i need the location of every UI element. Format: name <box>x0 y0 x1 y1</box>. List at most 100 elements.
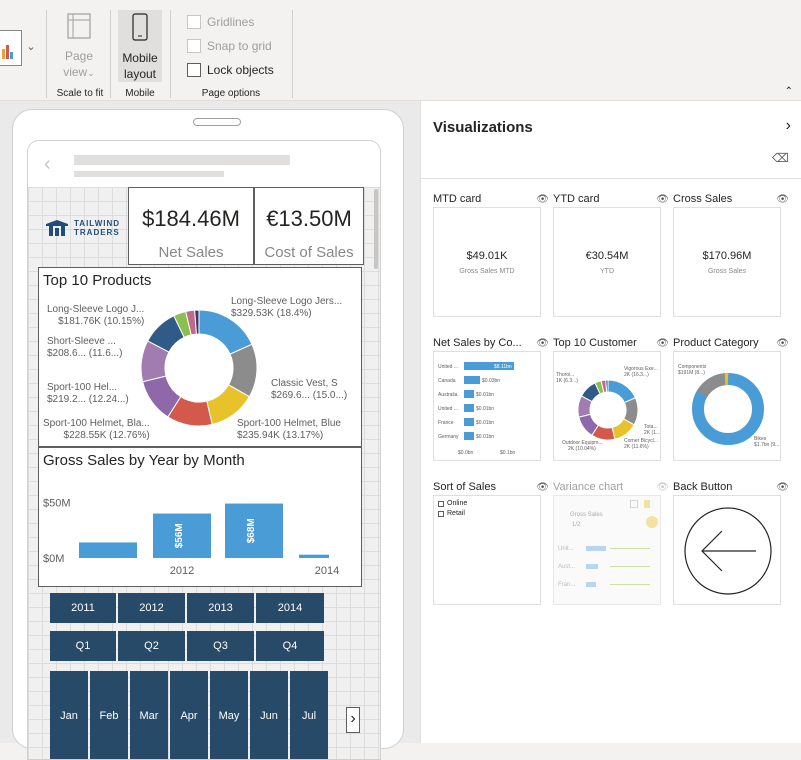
viz-variance-chart[interactable]: Variance chart 👁 Gross Sales 1/2 Unit... … <box>553 479 673 605</box>
year-slicer: 2011 2012 2013 2014 <box>50 593 324 623</box>
eye-icon[interactable]: 👁 <box>776 193 789 205</box>
viz-product-category[interactable]: Product Category 👁 Components $191M (8...… <box>673 335 793 461</box>
eye-icon[interactable]: 👁 <box>776 481 789 493</box>
mobile-canvas: ‹ TAILWIND <box>0 101 420 760</box>
donut-label: Long-Sleeve Logo J... $181.76K (10.15%) <box>47 304 145 327</box>
eye-icon[interactable]: 👁 <box>536 337 549 349</box>
mini-value: $0.03bn <box>482 378 501 384</box>
lock-objects-checkbox[interactable]: Lock objects <box>187 63 274 77</box>
month-chip[interactable]: Mar <box>130 671 168 759</box>
viz-label: Back Button <box>673 481 733 493</box>
month-slicer: Jan Feb Mar Apr May Jun Jul <box>50 671 328 759</box>
viz-net-sales-by-country[interactable]: Net Sales by Co... 👁 United ... Canada Au… <box>433 335 553 461</box>
month-chip[interactable]: Jan <box>50 671 88 759</box>
logo-tile[interactable]: TAILWIND TRADERS <box>36 191 128 263</box>
month-chip[interactable]: Apr <box>170 671 208 759</box>
snap-to-grid-checkbox[interactable]: Snap to grid <box>187 39 272 53</box>
eye-icon[interactable]: 👁 <box>656 337 669 349</box>
cost-of-sales-card[interactable]: €13.50M Cost of Sales <box>254 187 364 265</box>
year-chip[interactable]: 2011 <box>50 593 116 623</box>
top-10-products-visual[interactable]: Top 10 Products Long-Sleeve Logo J... $18… <box>38 267 362 447</box>
slicer-option[interactable]: Online <box>438 500 467 507</box>
year-chip[interactable]: 2013 <box>187 593 254 623</box>
y-tick-label: $0M <box>43 553 64 565</box>
donut-chart <box>140 309 258 427</box>
checkbox-box <box>187 15 201 29</box>
month-chip[interactable]: Feb <box>90 671 128 759</box>
viz-thumbnail: $170.96M Gross Sales <box>673 207 781 317</box>
snap-label: Snap to grid <box>207 39 272 53</box>
mini-axis: $0.1bn <box>500 450 516 456</box>
mini-bar <box>464 418 474 426</box>
quarter-chip[interactable]: Q2 <box>118 631 185 661</box>
eye-icon[interactable]: 👁 <box>776 337 789 349</box>
quarter-slicer: Q1 Q2 Q3 Q4 <box>50 631 324 661</box>
mini-bar <box>586 546 606 551</box>
eye-icon[interactable]: 👁 <box>536 193 549 205</box>
viz-top-10-customer[interactable]: Top 10 Customer 👁 Thoroi... 1K (6.3...) V… <box>553 335 673 461</box>
chevron-down-icon[interactable]: ⌄ <box>26 41 36 53</box>
eye-icon[interactable]: 👁 <box>536 481 549 493</box>
bar <box>79 542 137 558</box>
net-sales-card[interactable]: $184.46M Net Sales <box>128 187 254 265</box>
mini-label: 2K (1... <box>644 430 661 436</box>
report-grid: TAILWIND TRADERS $184.46M Net Sales €13.… <box>28 187 380 759</box>
mini-value: $8.11bn <box>494 364 512 370</box>
slicer-option[interactable]: Retail <box>438 510 465 517</box>
bar <box>153 513 211 558</box>
mini-bar <box>464 432 474 440</box>
mini-row: Fran... <box>558 582 576 588</box>
ribbon-divider <box>110 10 111 98</box>
month-chip[interactable]: May <box>210 671 248 759</box>
pane-divider <box>421 178 801 179</box>
mini-donut-slice <box>605 379 609 393</box>
month-chip[interactable]: Jul <box>290 671 328 759</box>
page-view-button[interactable]: Page view⌄ <box>55 12 103 81</box>
eye-hidden-icon[interactable]: 👁 <box>656 481 669 493</box>
mini-label: Tota... <box>644 424 658 430</box>
gross-sales-visual[interactable]: Gross Sales by Year by Month $50M $0M $56M… <box>38 447 362 587</box>
back-chevron-icon: ‹ <box>44 153 51 175</box>
donut-label: Short-Sleeve ... $208.6... (11.6...) <box>47 336 123 359</box>
cookie-icon <box>646 516 658 528</box>
month-chip[interactable]: Jun <box>250 671 288 759</box>
viz-cross-sales[interactable]: Cross Sales 👁 $170.96M Gross Sales <box>673 191 793 317</box>
checkbox-box <box>187 39 201 53</box>
viz-ytd-card[interactable]: YTD card 👁 €30.54M YTD <box>553 191 673 317</box>
phone-speaker <box>193 118 241 126</box>
mini-label: Bikes <box>754 436 767 442</box>
mini-bar <box>464 390 474 398</box>
quarter-chip[interactable]: Q1 <box>50 631 116 661</box>
viz-sort-of-sales[interactable]: Sort of Sales 👁 Online Retail <box>433 479 553 605</box>
cost-of-sales-value: €13.50M <box>266 206 352 231</box>
mini-label: Corner Bicycl... <box>624 438 658 444</box>
chevron-up-icon[interactable]: ⌃ <box>784 86 793 97</box>
bar-data-label: $56M <box>174 523 185 548</box>
eye-icon[interactable]: 👁 <box>656 193 669 205</box>
page-view-label-2: view <box>63 65 88 79</box>
quarter-chip[interactable]: Q3 <box>187 631 254 661</box>
viz-mtd-card[interactable]: MTD card 👁 $49.01K Gross Sales MTD <box>433 191 553 317</box>
viz-back-button[interactable]: Back Button 👁 <box>673 479 793 605</box>
year-chip[interactable]: 2012 <box>118 593 185 623</box>
donut-label: Sport-100 Helmet, Blue $235.94K (13.17%) <box>237 418 341 441</box>
slicer-next-chevron-icon[interactable]: › <box>346 707 360 733</box>
vertical-scrollbar[interactable] <box>372 187 380 759</box>
year-chip[interactable]: 2014 <box>256 593 324 623</box>
quarter-chip[interactable]: Q4 <box>256 631 324 661</box>
x-tick-label: 2014 <box>315 565 339 577</box>
viz-thumbnail: Thoroi... 1K (6.3...) Vigorous Exe... 2K… <box>553 351 661 461</box>
donut-label: Classic Vest, S $269.6... (15.0...) <box>271 378 348 401</box>
net-sales-label: Net Sales <box>158 244 224 261</box>
lock-label: Lock objects <box>207 63 274 77</box>
gridlines-checkbox[interactable]: Gridlines <box>187 15 254 29</box>
ribbon: ⌄ Page view⌄ Mobile layout Scale to fit … <box>0 0 801 101</box>
mini-country: United ... <box>438 364 459 370</box>
eraser-icon[interactable]: ⌫ <box>772 151 789 165</box>
logo-line2: TRADERS <box>74 228 120 237</box>
chevron-right-icon[interactable]: › <box>785 117 791 134</box>
viz-thumbnail: United ... Canada Australia United ... F… <box>433 351 541 461</box>
mini-label: 2K (11.6%) <box>624 444 649 450</box>
theme-thumbnail[interactable] <box>0 30 22 66</box>
mobile-layout-button[interactable]: Mobile layout <box>118 10 162 82</box>
